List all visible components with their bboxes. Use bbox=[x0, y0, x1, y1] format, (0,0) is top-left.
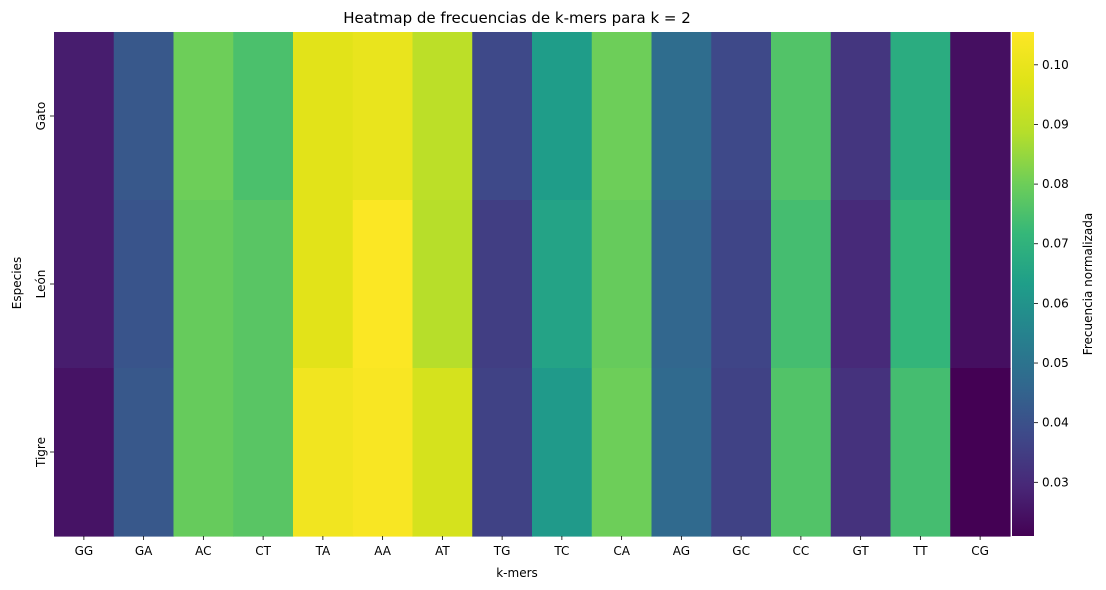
x-tick-label: AA bbox=[374, 544, 392, 558]
heatmap-cell bbox=[830, 368, 892, 537]
heatmap-cell bbox=[113, 32, 175, 201]
heatmap-cell bbox=[890, 32, 951, 201]
heatmap-cell bbox=[890, 368, 951, 537]
x-tick-label: TA bbox=[315, 544, 331, 558]
heatmap-cell bbox=[412, 200, 473, 369]
heatmap-cell bbox=[412, 368, 473, 537]
heatmap-cell bbox=[233, 200, 294, 369]
heatmap-cell bbox=[591, 200, 653, 369]
colorbar bbox=[1012, 32, 1034, 536]
x-tick-label: GA bbox=[135, 544, 153, 558]
y-axis-ticks: Gato León Tigre bbox=[34, 102, 54, 468]
heatmap-cell bbox=[173, 368, 234, 537]
heatmap-cell bbox=[472, 32, 533, 201]
y-tick-label: Tigre bbox=[34, 437, 48, 468]
heatmap-cell bbox=[830, 32, 892, 201]
heatmap-cell bbox=[352, 368, 414, 537]
colorbar-tick-label: 0.05 bbox=[1042, 356, 1069, 370]
heatmap-cell bbox=[293, 32, 354, 201]
heatmap-cell bbox=[54, 200, 115, 369]
heatmap-cell bbox=[472, 368, 533, 537]
colorbar-tick-label: 0.04 bbox=[1042, 416, 1069, 430]
colorbar-tick-label: 0.03 bbox=[1042, 475, 1069, 489]
heatmap-cell bbox=[771, 368, 832, 537]
x-tick-label: CC bbox=[792, 544, 809, 558]
heatmap-cell bbox=[651, 200, 712, 369]
heatmap-cell bbox=[293, 200, 354, 369]
heatmap-cell bbox=[352, 32, 414, 201]
x-tick-label: AT bbox=[435, 544, 450, 558]
colorbar-tick-label: 0.08 bbox=[1042, 177, 1069, 191]
heatmap-cells bbox=[54, 32, 1011, 537]
colorbar-tick-label: 0.10 bbox=[1042, 58, 1069, 72]
y-tick-label: León bbox=[34, 270, 48, 299]
heatmap-cell bbox=[54, 368, 115, 537]
heatmap-cell bbox=[233, 368, 294, 537]
heatmap-cell bbox=[472, 200, 533, 369]
colorbar-label: Frecuencia normalizada bbox=[1081, 213, 1095, 355]
heatmap-cell bbox=[173, 32, 234, 201]
x-tick-label: CT bbox=[255, 544, 271, 558]
heatmap-cell bbox=[591, 368, 653, 537]
colorbar-tick-label: 0.09 bbox=[1042, 117, 1069, 131]
x-tick-label: TG bbox=[493, 544, 511, 558]
heatmap-cell bbox=[173, 200, 234, 369]
heatmap-cell bbox=[711, 200, 772, 369]
heatmap-cell bbox=[950, 368, 1011, 537]
heatmap-cell bbox=[830, 200, 892, 369]
heatmap-cell bbox=[113, 200, 175, 369]
x-tick-label: CA bbox=[613, 544, 630, 558]
x-tick-label: GT bbox=[853, 544, 870, 558]
heatmap-cell bbox=[412, 32, 473, 201]
heatmap-cell bbox=[532, 200, 593, 369]
heatmap-cell bbox=[532, 368, 593, 537]
chart-title: Heatmap de frecuencias de k-mers para k … bbox=[343, 9, 691, 27]
heatmap-cell bbox=[113, 368, 175, 537]
x-tick-label: AC bbox=[195, 544, 211, 558]
colorbar-tick-label: 0.07 bbox=[1042, 237, 1069, 251]
heatmap-cell bbox=[54, 32, 115, 201]
y-tick-label: Gato bbox=[34, 102, 48, 131]
x-tick-label: GC bbox=[732, 544, 750, 558]
heatmap-cell bbox=[950, 200, 1011, 369]
x-axis-label: k-mers bbox=[496, 566, 538, 580]
heatmap-cell bbox=[233, 32, 294, 201]
x-tick-label: GG bbox=[75, 544, 94, 558]
heatmap-cell bbox=[711, 32, 772, 201]
x-axis-ticks: GG GA AC CT TA AA AT TG TC CA AG GC CC GT TT CG bbox=[75, 536, 989, 558]
colorbar-tick-label: 0.06 bbox=[1042, 296, 1069, 310]
heatmap-cell bbox=[711, 368, 772, 537]
colorbar-ticks: 0.03 0.04 0.05 0.06 0.07 0.08 0.09 0.10 bbox=[1034, 58, 1069, 489]
heatmap-cell bbox=[771, 200, 832, 369]
heatmap-cell bbox=[352, 200, 414, 369]
heatmap-cell bbox=[591, 32, 653, 201]
heatmap-cell bbox=[293, 368, 354, 537]
x-tick-label: AG bbox=[673, 544, 690, 558]
x-tick-label: CG bbox=[971, 544, 989, 558]
x-tick-label: TT bbox=[912, 544, 928, 558]
heatmap-cell bbox=[651, 368, 712, 537]
heatmap-cell bbox=[532, 32, 593, 201]
x-tick-label: TC bbox=[553, 544, 569, 558]
heatmap-cell bbox=[890, 200, 951, 369]
y-axis-label: Especies bbox=[10, 257, 24, 309]
heatmap-cell bbox=[950, 32, 1011, 201]
heatmap-cell bbox=[771, 32, 832, 201]
heatmap-cell bbox=[651, 32, 712, 201]
